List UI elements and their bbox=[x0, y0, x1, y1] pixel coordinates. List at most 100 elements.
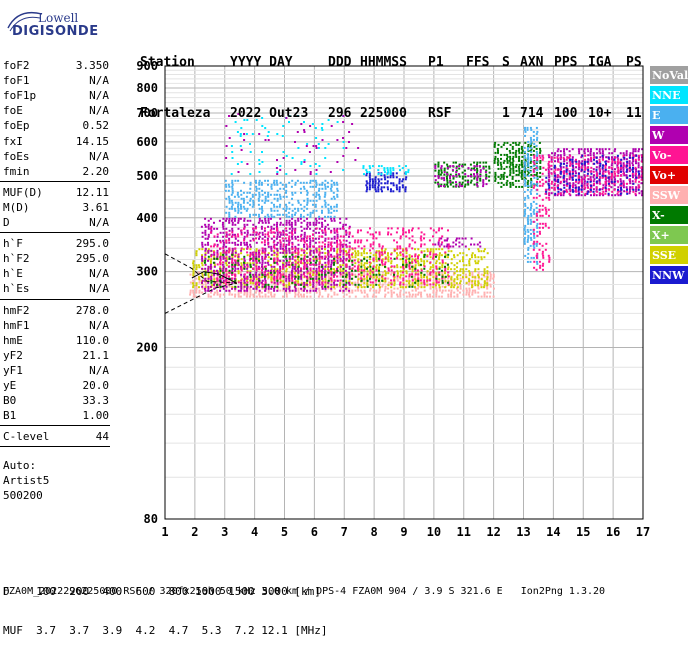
echo-point bbox=[330, 218, 332, 220]
echo-point bbox=[327, 224, 329, 226]
echo-point bbox=[295, 263, 297, 265]
echo-point bbox=[467, 184, 469, 186]
echo-point bbox=[489, 292, 491, 294]
echo-point bbox=[420, 239, 422, 241]
echo-point bbox=[223, 228, 225, 230]
echo-point bbox=[349, 278, 351, 280]
echo-point bbox=[258, 184, 260, 186]
echo-point bbox=[372, 186, 374, 188]
echo-point bbox=[527, 261, 529, 263]
echo-point bbox=[396, 172, 398, 174]
echo-point bbox=[402, 186, 404, 188]
echo-point bbox=[240, 208, 242, 210]
echo-point bbox=[484, 270, 486, 272]
echo-point bbox=[429, 253, 431, 255]
echo-point bbox=[635, 188, 637, 190]
echo-point bbox=[512, 146, 514, 148]
echo-point bbox=[252, 274, 254, 276]
echo-point bbox=[596, 169, 598, 171]
echo-point bbox=[355, 276, 357, 278]
echo-point bbox=[420, 243, 422, 245]
echo-point bbox=[285, 186, 287, 188]
echo-point bbox=[304, 275, 306, 277]
echo-point bbox=[313, 271, 315, 273]
echo-point bbox=[273, 204, 275, 206]
echo-point bbox=[433, 250, 435, 252]
echo-point bbox=[289, 224, 291, 226]
echo-point bbox=[593, 159, 595, 161]
echo-point bbox=[300, 188, 302, 190]
echo-point bbox=[291, 282, 293, 284]
echo-point bbox=[457, 290, 459, 292]
echo-point bbox=[515, 166, 517, 168]
echo-point bbox=[364, 286, 366, 288]
echo-point bbox=[234, 242, 236, 244]
echo-point bbox=[249, 188, 251, 190]
echo-point bbox=[369, 258, 371, 260]
echo-point bbox=[455, 185, 457, 187]
echo-point bbox=[464, 173, 466, 175]
echo-point bbox=[234, 280, 236, 282]
echo-point bbox=[303, 294, 305, 296]
echo-point bbox=[357, 276, 359, 278]
echo-point bbox=[367, 296, 369, 298]
echo-point bbox=[210, 250, 212, 252]
echo-point bbox=[253, 214, 255, 216]
echo-point bbox=[438, 186, 440, 188]
echo-point bbox=[417, 282, 419, 284]
echo-point bbox=[223, 266, 225, 268]
echo-point bbox=[408, 258, 410, 260]
echo-point bbox=[273, 245, 275, 247]
echo-point bbox=[441, 276, 443, 278]
echo-point bbox=[267, 196, 269, 198]
echo-point bbox=[324, 184, 326, 186]
echo-point bbox=[358, 245, 360, 247]
echo-point bbox=[527, 221, 529, 223]
echo-point bbox=[286, 296, 288, 298]
echo-point bbox=[605, 183, 607, 185]
echo-point bbox=[249, 192, 251, 194]
echo-point bbox=[551, 187, 553, 189]
echo-point bbox=[590, 181, 592, 183]
echo-point bbox=[455, 175, 457, 177]
echo-point bbox=[515, 154, 517, 156]
echo-point bbox=[444, 272, 446, 274]
echo-point bbox=[264, 218, 266, 220]
echo-point bbox=[611, 159, 613, 161]
echo-point bbox=[301, 208, 303, 210]
echo-point bbox=[277, 198, 279, 200]
echo-point bbox=[427, 274, 429, 276]
echo-point bbox=[412, 290, 414, 292]
echo-point bbox=[232, 184, 234, 186]
echo-point bbox=[629, 188, 631, 190]
echo-point bbox=[479, 165, 481, 167]
echo-point bbox=[527, 144, 529, 146]
echo-point bbox=[447, 254, 449, 256]
echo-point bbox=[463, 264, 465, 266]
echo-point bbox=[291, 233, 293, 235]
echo-point bbox=[524, 227, 526, 229]
echo-point bbox=[587, 181, 589, 183]
echo-point bbox=[457, 296, 459, 298]
echo-point bbox=[324, 196, 326, 198]
echo-point bbox=[638, 189, 640, 191]
echo-point bbox=[360, 266, 362, 268]
echo-point bbox=[349, 296, 351, 298]
echo-point bbox=[485, 166, 487, 168]
echo-point bbox=[623, 152, 625, 154]
echo-point bbox=[438, 281, 440, 283]
echo-point bbox=[548, 187, 550, 189]
echo-point bbox=[375, 180, 377, 182]
echo-point bbox=[560, 150, 562, 152]
echo-point bbox=[447, 229, 449, 231]
echo-point bbox=[403, 283, 405, 285]
echo-point bbox=[286, 244, 288, 246]
echo-point bbox=[294, 278, 296, 280]
echo-point bbox=[390, 169, 392, 171]
echo-point bbox=[268, 246, 270, 248]
echo-point bbox=[563, 157, 565, 159]
echo-point bbox=[377, 186, 379, 188]
echo-point bbox=[333, 206, 335, 208]
echo-point bbox=[250, 240, 252, 242]
echo-point bbox=[492, 278, 494, 280]
